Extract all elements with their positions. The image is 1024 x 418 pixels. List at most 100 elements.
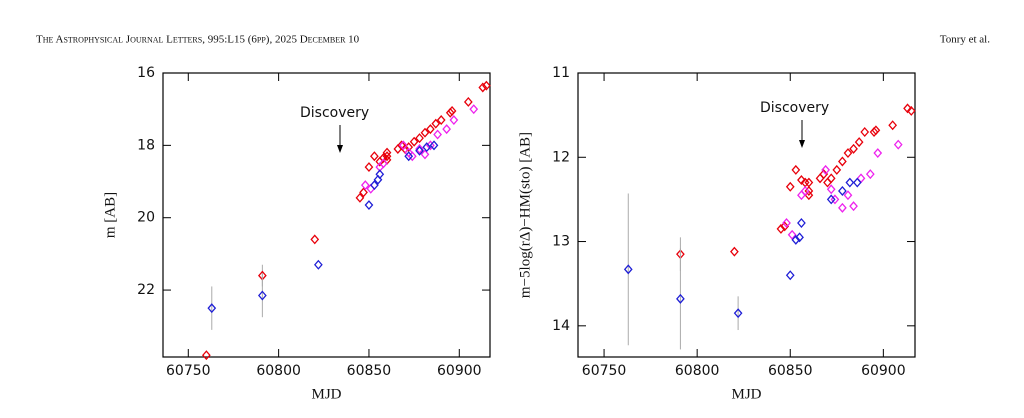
data-point (795, 232, 804, 243)
data-point (826, 173, 836, 184)
data-point (843, 190, 853, 201)
data-point (478, 82, 488, 93)
data-point (415, 133, 424, 144)
data-point (733, 308, 743, 319)
data-point (370, 180, 379, 191)
data-point (398, 140, 408, 151)
data-point (201, 350, 211, 361)
data-point (359, 187, 368, 198)
data-point (364, 162, 374, 173)
data-point (382, 151, 392, 162)
data-point (207, 303, 217, 314)
data-point (415, 145, 424, 156)
plot-frame (577, 72, 916, 358)
data-point (314, 259, 323, 270)
data-point (854, 137, 864, 148)
data-point (906, 105, 916, 116)
data-point (426, 124, 435, 135)
data-point (442, 124, 452, 135)
data-point (787, 229, 797, 240)
data-point (823, 177, 832, 188)
annotation: Discovery (300, 105, 369, 121)
data-point (852, 177, 862, 188)
data-point (826, 184, 836, 195)
data-point (375, 169, 385, 180)
data-point (903, 103, 912, 114)
x-tick-label: 60900 (437, 363, 482, 379)
x-axis-label: MJD (311, 386, 341, 402)
x-tick-label: 60800 (675, 363, 720, 379)
y-axis-label: m [AB] (102, 192, 118, 238)
data-point (860, 127, 870, 137)
data-point (830, 194, 840, 205)
data-point (804, 185, 814, 196)
data-point (730, 246, 739, 257)
data-point (420, 149, 430, 160)
data-point (845, 177, 855, 188)
data-point (469, 104, 479, 115)
data-point (821, 164, 830, 175)
y-tick-label: 16 (137, 65, 155, 81)
y-tick-label: 12 (552, 149, 570, 165)
data-point (826, 194, 836, 205)
plot-frame (162, 72, 491, 358)
data-point (445, 107, 455, 118)
data-point (871, 125, 881, 136)
x-tick-label: 60850 (347, 363, 392, 379)
data-point (436, 115, 446, 126)
data-point (838, 156, 847, 167)
y-tick-label: 20 (137, 210, 155, 226)
data-point (797, 218, 806, 228)
data-point (869, 127, 879, 137)
annotation-arrowhead (799, 140, 805, 148)
data-point (800, 185, 810, 196)
data-point (355, 192, 365, 203)
x-axis-label: MJD (731, 386, 761, 402)
data-point (797, 190, 806, 201)
data-point (258, 290, 267, 301)
y-tick-label: 13 (552, 234, 570, 250)
annotation-arrowhead (337, 145, 343, 153)
data-point (420, 127, 430, 138)
data-point (797, 175, 806, 186)
data-point (415, 143, 424, 154)
data-point (407, 151, 417, 162)
data-point (849, 143, 858, 154)
x-tick-label: 60850 (768, 363, 813, 379)
data-point (893, 139, 903, 150)
data-point (431, 118, 441, 129)
data-point (791, 164, 801, 175)
data-point (370, 151, 379, 162)
x-tick-label: 60900 (861, 363, 906, 379)
data-point (360, 180, 370, 191)
y-tick-label: 14 (552, 318, 570, 334)
y-axis-label: m−5log(rΔ)−HM(sto) [AB] (517, 132, 533, 298)
data-point (364, 200, 374, 211)
data-point (776, 223, 786, 234)
data-point (873, 148, 883, 159)
data-point (785, 181, 795, 192)
data-point (379, 158, 388, 169)
data-point (404, 151, 414, 162)
data-point (409, 136, 419, 147)
y-tick-label: 22 (137, 282, 155, 298)
data-point (856, 173, 866, 184)
data-point (791, 234, 801, 245)
data-point (429, 140, 439, 151)
data-point (815, 173, 825, 184)
data-point (449, 115, 459, 126)
data-point (310, 234, 320, 245)
data-point (623, 264, 633, 275)
x-tick-label: 60800 (256, 363, 301, 379)
data-point (780, 221, 790, 232)
data-point (838, 202, 847, 213)
author-header: Tonry et al. (940, 34, 990, 46)
data-point (447, 105, 457, 116)
data-point (843, 148, 853, 159)
data-point (433, 129, 442, 140)
data-point (463, 96, 473, 107)
annotation: Discovery (760, 100, 829, 116)
journal-header: The Astrophysical Journal Letters, 995:L… (36, 34, 360, 46)
y-tick-label: 18 (137, 137, 155, 153)
